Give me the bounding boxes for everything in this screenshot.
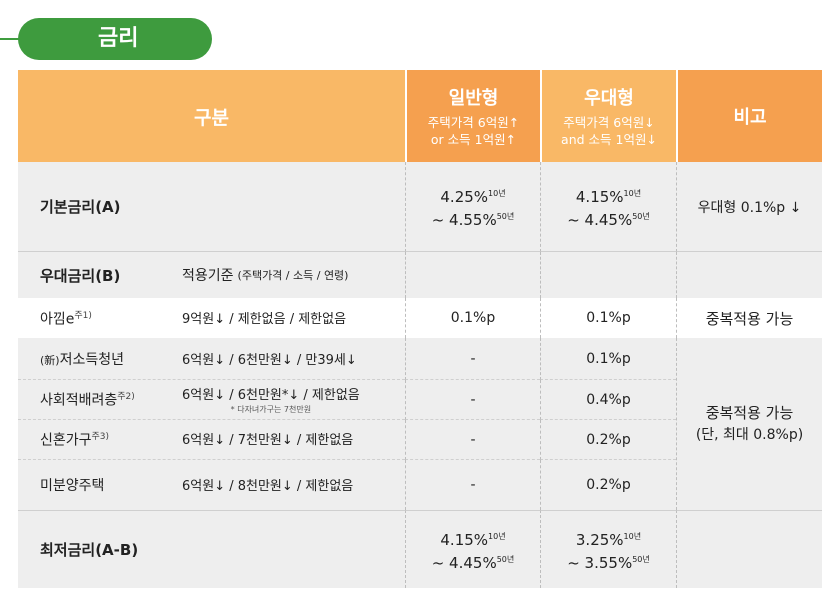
row-general-value: - [405,420,540,460]
base-general-sup2: 50년 [496,211,515,221]
lowest-rate-preferential: 3.25%10년 ~ 3.55%50년 [540,510,676,588]
lowest-pref-sup2: 50년 [632,554,650,564]
row-name: 미분양주택 [40,478,105,494]
row-pref-value: 0.1%p [540,298,676,338]
header-note: 비고 [676,70,822,162]
row-general-value: - [405,338,540,380]
row-name: 저소득청년 [59,351,124,368]
pref-criteria-label: 적용기준 [182,267,234,284]
header-preferential-l1: 주택가격 6억원↓ [563,115,655,130]
row-name: 사회적배려층 [40,392,118,409]
table-row: (新)저소득청년 6억원↓ / 6천만원↓ / 만39세↓ [18,338,405,380]
row-criteria: 6억원↓ / 6천만원*↓ / 제한없음 [182,388,360,403]
note-dup2-l2: (단, 최대 0.8%p) [695,427,804,443]
base-general-line2: ~ 4.55% [431,210,497,229]
row-pref-value: 0.2%p [540,460,676,510]
header-general-name: 일반형 [448,88,499,109]
lowest-general-sup1: 10년 [488,531,506,541]
table-row: 미분양주택 6억원↓ / 8천만원↓ / 제한없음 [18,460,405,510]
lowest-rate-general: 4.15%10년 ~ 4.45%50년 [405,510,540,588]
lowest-general-line2: ~ 4.45% [431,553,497,572]
base-general-sup1: 10년 [488,188,506,198]
row-criteria: 9억원↓ / 제한없음 / 제한없음 [182,311,347,327]
table-row: 아낌e주1) 9억원↓ / 제한없음 / 제한없음 [26,298,405,338]
row-general-value: - [405,380,540,420]
base-rate-general: 4.25%10년 ~ 4.55%50년 [405,162,540,252]
row-sup: 주2) [117,392,135,403]
pref-header-pref-blank [540,252,676,298]
row-criteria: 6억원↓ / 7천만원↓ / 제한없음 [182,433,354,449]
base-rate-label: 기본금리(A) [18,162,405,252]
header-gubun: 구분 [18,70,405,162]
note-dup2: 중복적용 가능 (단, 최대 0.8%p) [676,338,822,510]
lowest-pref-line2: ~ 3.55% [567,553,633,572]
base-rate-note: 우대형 0.1%p ↓ [676,162,822,252]
lowest-pref-line1: 3.25% [575,530,624,549]
row-criteria: 6억원↓ / 6천만원↓ / 만39세↓ [182,352,357,368]
header-general-l1: 주택가격 6억원↑ [427,115,520,130]
row-general-value: 0.1%p [405,298,540,338]
header-preferential-l2: and 소득 1억원↓ [561,132,657,147]
note-dup1: 중복적용 가능 [676,298,822,338]
lowest-pref-sup1: 10년 [623,531,642,541]
row-pref-value: 0.1%p [540,338,676,380]
header-general: 일반형 주택가격 6억원↑ or 소득 1억원↑ [405,70,540,162]
table-row: 신혼가구주3) 6억원↓ / 7천만원↓ / 제한없음 [18,420,405,460]
pref-criteria-detail: (주택가격 / 소득 / 연령) [237,268,349,282]
row-sup: 주3) [91,432,110,443]
base-pref-line1: 4.15% [575,187,624,206]
lowest-rate-label: 최저금리(A-B) [18,510,405,588]
header-general-l2: or 소득 1억원↑ [430,132,517,147]
base-general-line1: 4.25% [440,187,489,206]
pref-rate-label: 우대금리(B) [40,266,121,285]
table-row: 사회적배려층주2) 6억원↓ / 6천만원*↓ / 제한없음 * 다자녀가구는 … [18,380,405,420]
section-title: 금리 [18,18,212,60]
lowest-general-line1: 4.15% [440,530,489,549]
row-name: 아낌e [40,311,75,328]
row-name-prefix: (新) [40,353,60,367]
base-pref-sup2: 50년 [632,211,650,221]
header-preferential: 우대형 주택가격 6억원↓ and 소득 1억원↓ [540,70,676,162]
base-pref-line2: ~ 4.45% [567,210,633,229]
note-dup2-l1: 중복적용 가능 [705,404,794,422]
lowest-note-blank [676,510,822,588]
row-pref-value: 0.4%p [540,380,676,420]
interest-rate-table: 구분 일반형 주택가격 6억원↑ or 소득 1억원↑ 우대형 주택가격 6억원… [18,70,822,600]
row-criteria: 6억원↓ / 8천만원↓ / 제한없음 [182,479,354,494]
row-criteria-note: * 다자녀가구는 7천만원 [230,405,312,414]
header-preferential-name: 우대형 [584,88,634,109]
base-rate-preferential: 4.15%10년 ~ 4.45%50년 [540,162,676,252]
row-sup: 주1) [74,310,92,321]
lowest-general-sup2: 50년 [496,554,515,564]
pref-header-note-blank [676,252,822,298]
row-pref-value: 0.2%p [540,420,676,460]
base-pref-sup1: 10년 [623,188,642,198]
pref-header-general-blank [405,252,540,298]
pref-rate-header: 우대금리(B) 적용기준 (주택가격 / 소득 / 연령) [18,252,405,298]
row-general-value: - [405,460,540,510]
row-name: 신혼가구 [40,432,92,449]
